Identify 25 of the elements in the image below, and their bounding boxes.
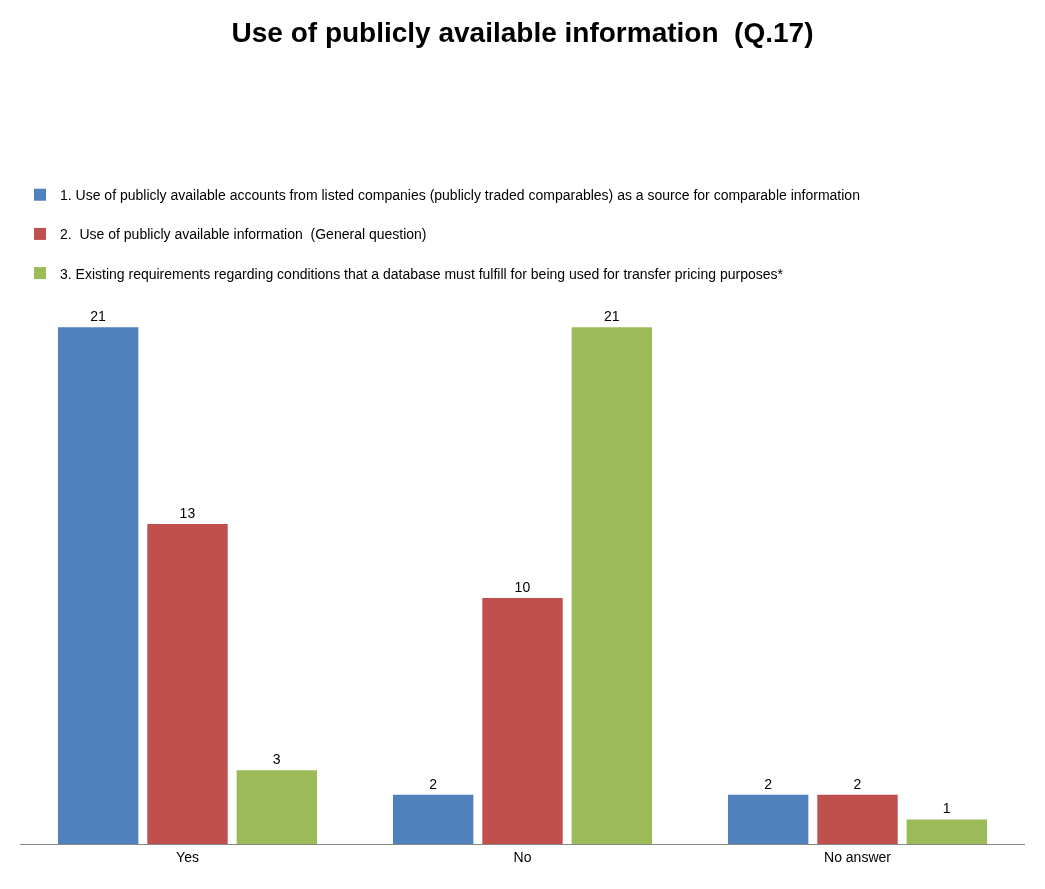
- data-label: 10: [514, 578, 531, 595]
- data-label: 13: [179, 505, 196, 522]
- data-label: 2: [429, 775, 438, 792]
- bar: [906, 819, 988, 844]
- data-label: 1: [942, 800, 951, 817]
- x-tick-label: No: [513, 848, 532, 865]
- data-label: 2: [764, 775, 773, 792]
- legend-label: 3. Existing requirements regarding conditions that a database must fulfill for being used for transfer pricing purposes*: [60, 265, 784, 282]
- x-tick-label: No answer: [824, 848, 892, 865]
- x-tick-label: Yes: [176, 848, 199, 865]
- bar: [727, 794, 809, 844]
- data-label: 3: [272, 751, 281, 768]
- legend-label: 1. Use of publicly available accounts from listed companies (publicly traded comparables) as a source for comparable information: [60, 187, 860, 204]
- chart-title: Use of publicly available information (Q.17): [231, 16, 814, 48]
- bar: [392, 794, 474, 844]
- bar: [236, 770, 318, 844]
- data-label: 2: [853, 775, 862, 792]
- data-label: 21: [603, 308, 620, 325]
- legend-label: 2. Use of publicly available information (General question): [60, 226, 427, 243]
- bar: [571, 327, 653, 844]
- bar: [57, 327, 139, 844]
- bar: [147, 524, 228, 844]
- bar: [482, 597, 563, 844]
- bar: [817, 794, 898, 844]
- data-label: 21: [90, 308, 107, 325]
